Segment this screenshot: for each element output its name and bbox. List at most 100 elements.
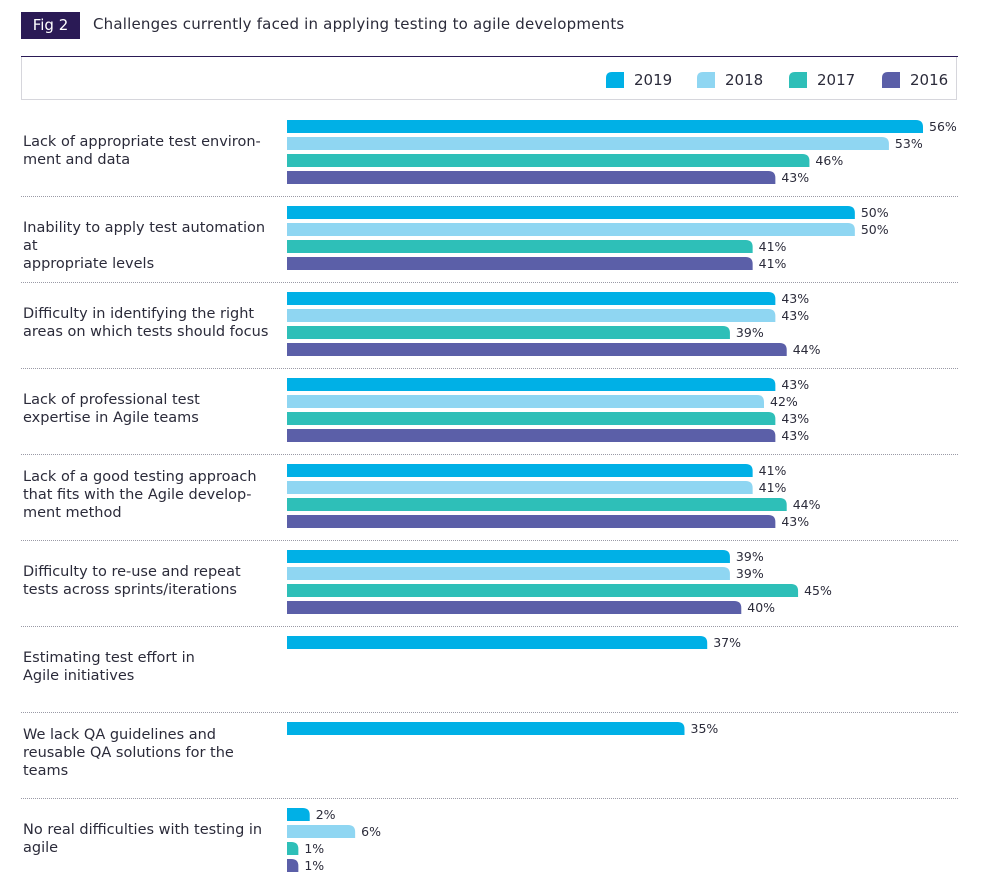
legend-item-2018: 2018 bbox=[697, 71, 763, 89]
bar-2017 bbox=[287, 842, 299, 855]
bar-value-label: 43% bbox=[781, 291, 809, 306]
legend-item-2017: 2017 bbox=[789, 71, 855, 89]
category-label-line: Estimating test effort in bbox=[23, 650, 195, 666]
figure-badge: Fig 2 bbox=[21, 12, 80, 39]
legend-label-2018: 2018 bbox=[725, 71, 764, 89]
group-divider bbox=[21, 712, 958, 713]
category-label: Difficulty to re-use and repeat tests acr… bbox=[23, 563, 278, 599]
category-label-line: No real difficulties with testing in bbox=[23, 822, 263, 838]
category-label-line: Agile initiatives bbox=[23, 668, 135, 684]
legend-swatch-2017 bbox=[789, 72, 807, 88]
category-label: Lack of professional test expertise in Ag… bbox=[23, 391, 278, 427]
bar-value-label: 56% bbox=[929, 119, 957, 134]
category-label-line: ment method bbox=[23, 505, 122, 521]
category-label-line: ment and data bbox=[23, 152, 131, 168]
category-label-line: agile bbox=[23, 840, 59, 856]
category-label-line: Difficulty in identifying the right bbox=[23, 306, 255, 322]
bar-2018 bbox=[287, 481, 753, 494]
legend-label-2017: 2017 bbox=[817, 71, 856, 89]
bar-2017 bbox=[287, 412, 776, 425]
group-divider bbox=[21, 196, 958, 197]
bar-2016 bbox=[287, 171, 776, 184]
group-divider bbox=[21, 626, 958, 627]
bar-value-label: 1% bbox=[304, 841, 324, 856]
bar-value-label: 43% bbox=[781, 411, 809, 426]
group-divider bbox=[21, 798, 958, 799]
legend-item-2016: 2016 bbox=[882, 71, 948, 89]
bar-2017 bbox=[287, 584, 799, 597]
bar-2018 bbox=[287, 137, 889, 150]
bar-2017 bbox=[287, 326, 730, 339]
bar-2018 bbox=[287, 223, 855, 236]
bar-value-label: 45% bbox=[804, 583, 832, 598]
bar-value-label: 39% bbox=[736, 325, 764, 340]
category-label: Lack of a good testing approach that fits… bbox=[23, 468, 278, 522]
figure-title: Challenges currently faced in applying t… bbox=[93, 15, 625, 33]
category-label-line: reusable QA solutions for the bbox=[23, 745, 234, 761]
bar-2016 bbox=[287, 429, 776, 442]
bar-2018 bbox=[287, 825, 356, 838]
category-label: Inability to apply test automation at app… bbox=[23, 219, 278, 273]
bar-2019 bbox=[287, 550, 730, 563]
bar-value-label: 44% bbox=[793, 342, 821, 357]
bar-2019 bbox=[287, 808, 310, 821]
legend-box bbox=[21, 57, 957, 100]
category-label-line: Lack of a good testing approach bbox=[23, 469, 257, 485]
category-label-line: Difficulty to re-use and repeat bbox=[23, 564, 241, 580]
legend-label-2016: 2016 bbox=[910, 71, 949, 89]
category-label-line: Lack of appropriate test environ- bbox=[23, 134, 261, 150]
category-label: We lack QA guidelines and reusable QA sol… bbox=[23, 726, 278, 780]
category-label-line: expertise in Agile teams bbox=[23, 410, 199, 426]
bar-value-label: 41% bbox=[759, 239, 787, 254]
bar-value-label: 43% bbox=[781, 514, 809, 529]
bar-2016 bbox=[287, 859, 299, 872]
bar-value-label: 2% bbox=[316, 807, 336, 822]
legend-item-2019: 2019 bbox=[606, 71, 672, 89]
header-rule bbox=[21, 56, 958, 57]
bar-value-label: 43% bbox=[781, 377, 809, 392]
bar-value-label: 1% bbox=[304, 858, 324, 873]
bar-2018 bbox=[287, 395, 764, 408]
bar-2018 bbox=[287, 309, 776, 322]
bar-value-label: 39% bbox=[736, 566, 764, 581]
bar-value-label: 50% bbox=[861, 205, 889, 220]
bar-value-label: 39% bbox=[736, 549, 764, 564]
bar-value-label: 43% bbox=[781, 170, 809, 185]
category-label-line: We lack QA guidelines and bbox=[23, 727, 217, 743]
bar-2019 bbox=[287, 292, 776, 305]
bar-2016 bbox=[287, 343, 787, 356]
bar-value-label: 44% bbox=[793, 497, 821, 512]
category-label-line: tests across sprints/iterations bbox=[23, 582, 237, 598]
bar-value-label: 41% bbox=[759, 256, 787, 271]
category-label-line: teams bbox=[23, 763, 69, 779]
category-label: Estimating test effort in Agile initiativ… bbox=[23, 649, 278, 685]
category-label-line: areas on which tests should focus bbox=[23, 324, 269, 340]
group-divider bbox=[21, 282, 958, 283]
bar-value-label: 50% bbox=[861, 222, 889, 237]
bar-value-label: 43% bbox=[781, 428, 809, 443]
group-divider bbox=[21, 540, 958, 541]
bar-value-label: 42% bbox=[770, 394, 798, 409]
bar-2019 bbox=[287, 464, 753, 477]
bar-2019 bbox=[287, 206, 855, 219]
bar-value-label: 40% bbox=[747, 600, 775, 615]
bar-value-label: 53% bbox=[895, 136, 923, 151]
category-label-line: Inability to apply test automation at bbox=[23, 220, 266, 254]
bar-2017 bbox=[287, 240, 753, 253]
category-label: Lack of appropriate test environ-ment an… bbox=[23, 133, 278, 169]
legend-swatch-2019 bbox=[606, 72, 624, 88]
bar-value-label: 41% bbox=[759, 480, 787, 495]
category-label: No real difficulties with testing in agil… bbox=[23, 821, 278, 857]
bar-2018 bbox=[287, 567, 730, 580]
group-divider bbox=[21, 368, 958, 369]
legend-swatch-2016 bbox=[882, 72, 900, 88]
bar-2017 bbox=[287, 154, 810, 167]
bar-2019 bbox=[287, 722, 685, 735]
bar-2017 bbox=[287, 498, 787, 511]
bar-value-label: 6% bbox=[361, 824, 381, 839]
category-label-line: that fits with the Agile develop- bbox=[23, 487, 252, 503]
bar-value-label: 46% bbox=[815, 153, 843, 168]
bar-value-label: 41% bbox=[759, 463, 787, 478]
bar-value-label: 35% bbox=[691, 721, 719, 736]
